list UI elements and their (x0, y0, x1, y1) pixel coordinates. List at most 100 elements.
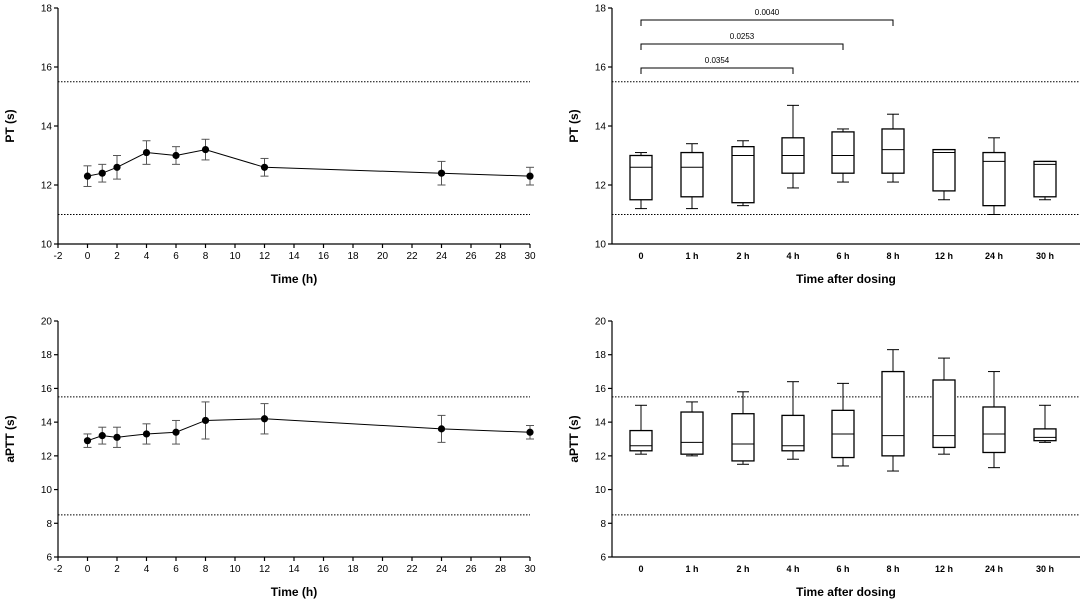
x-tick-label: 20 (377, 251, 389, 262)
box-plot (629, 404, 653, 455)
box-plot (680, 143, 704, 210)
data-point (526, 428, 534, 436)
x-tick-label: 24 (436, 251, 448, 262)
data-point (83, 437, 92, 445)
x-tick-label: 16 (318, 564, 330, 575)
p-value-label: 0.0253 (730, 32, 755, 41)
significance-bracket: 0.0354 (640, 56, 794, 74)
data-point (142, 148, 151, 157)
box-plot (781, 381, 805, 460)
x-tick-label: 4 (144, 251, 150, 262)
y-tick-label: 20 (41, 317, 53, 328)
x-tick-label: -2 (54, 564, 63, 575)
bracket-line (640, 67, 794, 74)
data-point (113, 433, 121, 441)
y-tick-label: 16 (595, 384, 607, 395)
x-tick-label: 30 (524, 251, 536, 262)
x-tick-label: 14 (288, 564, 300, 575)
y-tick-label: 20 (595, 317, 607, 328)
box-plot (881, 113, 905, 183)
x-axis-label: Time after dosing (796, 272, 896, 286)
y-tick-label: 14 (41, 418, 53, 429)
y-axis-label: aPTT (s) (567, 415, 581, 462)
box-plot (680, 401, 704, 457)
x-tick-label: 30 (524, 564, 536, 575)
bracket-line (640, 43, 844, 50)
y-axis-label: PT (s) (567, 109, 581, 142)
data-point (113, 163, 121, 171)
data-point (98, 169, 106, 177)
x-tick-label: 18 (347, 564, 359, 575)
box (629, 429, 653, 452)
y-axis-label: PT (s) (3, 109, 17, 142)
x-category-label: 2 h (736, 564, 749, 574)
box-plot (731, 391, 755, 465)
x-category-label: 12 h (935, 564, 953, 574)
data-point (83, 172, 92, 180)
x-tick-label: 12 (259, 564, 271, 575)
x-tick-label: 0 (85, 564, 91, 575)
y-tick-label: 6 (600, 553, 606, 564)
x-tick-label: 28 (495, 564, 507, 575)
x-tick-label: 12 (259, 251, 271, 262)
y-tick-label: 14 (41, 122, 53, 133)
x-tick-label: 22 (406, 564, 418, 575)
x-category-label: 8 h (886, 251, 899, 261)
data-point (98, 432, 106, 440)
x-tick-label: 18 (347, 251, 359, 262)
y-tick-label: 14 (595, 122, 607, 133)
x-tick-label: 28 (495, 251, 507, 262)
data-point (260, 163, 269, 171)
y-tick-label: 16 (41, 63, 53, 74)
box-plot (932, 148, 956, 201)
box (680, 151, 704, 198)
y-tick-label: 18 (41, 350, 53, 361)
series-line (87, 149, 531, 177)
box-plot (982, 137, 1006, 215)
x-tick-label: 20 (377, 564, 389, 575)
box-plot (932, 357, 956, 455)
x-category-label: 1 h (685, 251, 698, 261)
x-tick-label: 8 (203, 251, 209, 262)
p-value-label: 0.0354 (705, 56, 730, 65)
box-plot (881, 349, 905, 472)
x-tick-label: 2 (114, 564, 120, 575)
x-tick-label: 16 (318, 251, 330, 262)
y-tick-label: 16 (41, 384, 53, 395)
x-category-label: 0 (638, 251, 643, 261)
box-plot (781, 104, 805, 189)
y-tick-label: 8 (46, 519, 52, 530)
box-plot (731, 140, 755, 207)
x-tick-label: 4 (144, 564, 150, 575)
p-value-label: 0.0040 (755, 8, 780, 17)
data-point (526, 172, 534, 180)
box (982, 406, 1006, 454)
x-tick-label: 2 (114, 251, 120, 262)
x-tick-label: 6 (173, 564, 179, 575)
data-point (437, 169, 446, 177)
data-point (172, 151, 180, 160)
data-point (201, 416, 210, 425)
x-axis-label: Time (h) (271, 272, 317, 286)
x-category-label: 2 h (736, 251, 749, 261)
x-tick-label: 8 (203, 564, 209, 575)
data-point (172, 428, 180, 436)
y-tick-label: 10 (595, 240, 607, 251)
y-tick-label: 8 (600, 519, 606, 530)
y-axis-label: aPTT (s) (3, 415, 17, 462)
y-tick-label: 14 (595, 418, 607, 429)
data-point (260, 415, 269, 423)
significance-bracket: 0.0040 (640, 8, 894, 26)
box-plot (629, 152, 653, 210)
box (731, 145, 755, 204)
box (680, 411, 704, 455)
x-tick-label: 0 (85, 251, 91, 262)
x-tick-label: 26 (465, 251, 477, 262)
x-category-label: 30 h (1036, 564, 1054, 574)
data-point (437, 425, 446, 433)
x-category-label: 6 h (836, 564, 849, 574)
x-category-label: 30 h (1036, 251, 1054, 261)
x-category-label: 4 h (786, 251, 799, 261)
